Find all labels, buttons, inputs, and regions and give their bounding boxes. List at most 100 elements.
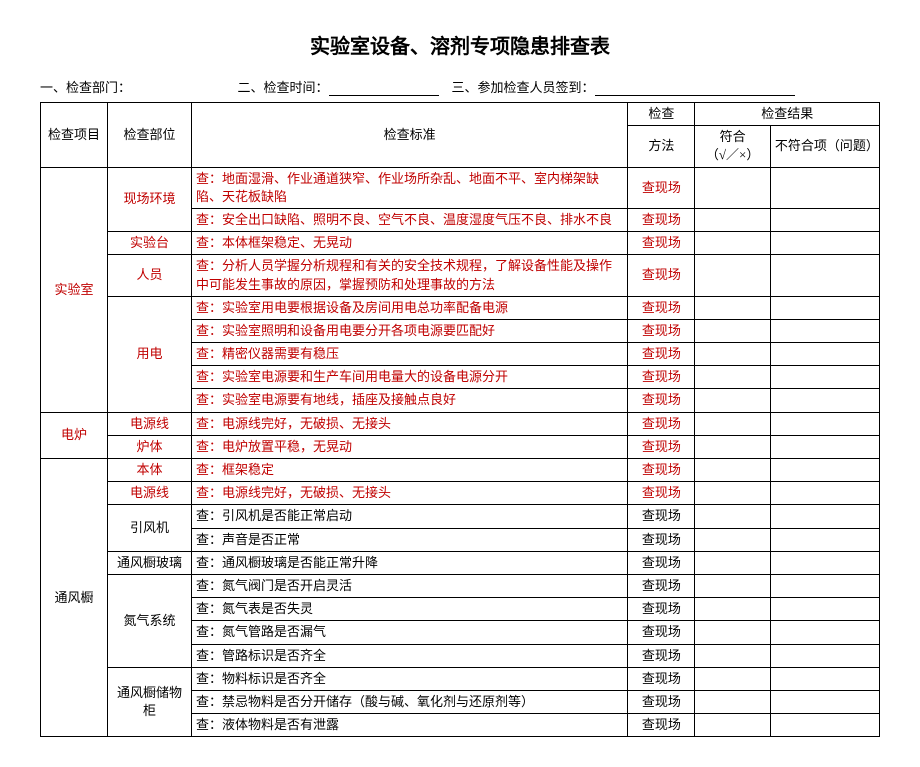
standard-cell: 查：管路标识是否齐全 — [192, 644, 628, 667]
part-cell: 用电 — [108, 296, 192, 412]
standard-cell: 查：地面湿滑、作业通道狭窄、作业场所杂乱、地面不平、室内梯架缺陷、天花板缺陷 — [192, 167, 628, 208]
h-part: 检查部位 — [108, 103, 192, 168]
standard-cell: 查：安全出口缺陷、照明不良、空气不良、温度湿度气压不良、排水不良 — [192, 208, 628, 231]
h-method-top: 检查 — [628, 103, 695, 126]
standard-cell: 查：声音是否正常 — [192, 528, 628, 551]
info-line: 一、检查部门： 二、检查时间： 三、参加检查人员签到： — [40, 77, 880, 96]
part-cell: 通风橱玻璃 — [108, 551, 192, 574]
pass-cell — [695, 412, 771, 435]
method-cell: 查现场 — [628, 208, 695, 231]
method-cell: 查现场 — [628, 598, 695, 621]
part-cell: 氮气系统 — [108, 574, 192, 667]
method-cell: 查现场 — [628, 528, 695, 551]
sign-label: 三、参加检查人员签到： — [452, 80, 595, 95]
method-cell: 查现场 — [628, 389, 695, 412]
part-cell: 炉体 — [108, 435, 192, 458]
standard-cell: 查：氮气管路是否漏气 — [192, 621, 628, 644]
item-cell: 电炉 — [41, 412, 108, 458]
page-title: 实验室设备、溶剂专项隐患排查表 — [40, 30, 880, 59]
fail-cell — [770, 435, 879, 458]
fail-cell — [770, 505, 879, 528]
standard-cell: 查：液体物料是否有泄露 — [192, 714, 628, 737]
standard-cell: 查：实验室照明和设备用电要分开各项电源要匹配好 — [192, 319, 628, 342]
pass-cell — [695, 208, 771, 231]
method-cell: 查现场 — [628, 366, 695, 389]
method-cell: 查现场 — [628, 435, 695, 458]
pass-cell — [695, 574, 771, 597]
method-cell: 查现场 — [628, 714, 695, 737]
standard-cell: 查：通风橱玻璃是否能正常升降 — [192, 551, 628, 574]
standard-cell: 查：物料标识是否齐全 — [192, 667, 628, 690]
method-cell: 查现场 — [628, 343, 695, 366]
pass-cell — [695, 232, 771, 255]
standard-cell: 查：电炉放置平稳，无晃动 — [192, 435, 628, 458]
method-cell: 查现场 — [628, 644, 695, 667]
pass-cell — [695, 296, 771, 319]
standard-cell: 查：引风机是否能正常启动 — [192, 505, 628, 528]
h-standard: 检查标准 — [192, 103, 628, 168]
pass-cell — [695, 366, 771, 389]
method-cell: 查现场 — [628, 505, 695, 528]
method-cell: 查现场 — [628, 690, 695, 713]
fail-cell — [770, 528, 879, 551]
fail-cell — [770, 296, 879, 319]
pass-cell — [695, 598, 771, 621]
method-cell: 查现场 — [628, 621, 695, 644]
fail-cell — [770, 621, 879, 644]
standard-cell: 查：禁忌物料是否分开储存（酸与碱、氧化剂与还原剂等） — [192, 690, 628, 713]
part-cell: 电源线 — [108, 412, 192, 435]
pass-cell — [695, 644, 771, 667]
fail-cell — [770, 690, 879, 713]
pass-cell — [695, 667, 771, 690]
time-label: 二、检查时间： — [238, 80, 329, 95]
item-cell: 实验室 — [41, 167, 108, 412]
method-cell: 查现场 — [628, 412, 695, 435]
part-cell: 现场环境 — [108, 167, 192, 232]
standard-cell: 查：实验室电源要和生产车间用电量大的设备电源分开 — [192, 366, 628, 389]
h-pass: 符合（√／×） — [695, 126, 771, 167]
part-cell: 人员 — [108, 255, 192, 296]
method-cell: 查现场 — [628, 255, 695, 296]
item-cell: 通风橱 — [41, 459, 108, 737]
part-cell: 本体 — [108, 459, 192, 482]
standard-cell: 查：电源线完好，无破损、无接头 — [192, 482, 628, 505]
inspection-table: 检查项目检查部位检查标准检查检查结果方法符合（√／×）不符合项（问题） 实验室现场… — [40, 102, 880, 737]
method-cell: 查现场 — [628, 482, 695, 505]
pass-cell — [695, 714, 771, 737]
fail-cell — [770, 232, 879, 255]
h-fail: 不符合项（问题） — [770, 126, 879, 167]
fail-cell — [770, 482, 879, 505]
standard-cell: 查：实验室用电要根据设备及房间用电总功率配备电源 — [192, 296, 628, 319]
fail-cell — [770, 459, 879, 482]
fail-cell — [770, 255, 879, 296]
standard-cell: 查：本体框架稳定、无晃动 — [192, 232, 628, 255]
part-cell: 电源线 — [108, 482, 192, 505]
method-cell: 查现场 — [628, 296, 695, 319]
pass-cell — [695, 621, 771, 644]
pass-cell — [695, 255, 771, 296]
part-cell: 引风机 — [108, 505, 192, 551]
sign-underline — [595, 81, 795, 96]
standard-cell: 查：电源线完好，无破损、无接头 — [192, 412, 628, 435]
fail-cell — [770, 551, 879, 574]
part-cell: 实验台 — [108, 232, 192, 255]
fail-cell — [770, 167, 879, 208]
pass-cell — [695, 528, 771, 551]
h-result: 检查结果 — [695, 103, 880, 126]
method-cell: 查现场 — [628, 667, 695, 690]
method-cell: 查现场 — [628, 574, 695, 597]
pass-cell — [695, 389, 771, 412]
method-cell: 查现场 — [628, 459, 695, 482]
standard-cell: 查：氮气阀门是否开启灵活 — [192, 574, 628, 597]
pass-cell — [695, 343, 771, 366]
h-item: 检查项目 — [41, 103, 108, 168]
fail-cell — [770, 644, 879, 667]
h-method-bottom: 方法 — [628, 126, 695, 167]
fail-cell — [770, 574, 879, 597]
pass-cell — [695, 167, 771, 208]
part-cell: 通风橱储物柜 — [108, 667, 192, 737]
standard-cell: 查：分析人员学握分析规程和有关的安全技术规程，了解设备性能及操作中可能发生事故的… — [192, 255, 628, 296]
method-cell: 查现场 — [628, 232, 695, 255]
fail-cell — [770, 667, 879, 690]
fail-cell — [770, 343, 879, 366]
